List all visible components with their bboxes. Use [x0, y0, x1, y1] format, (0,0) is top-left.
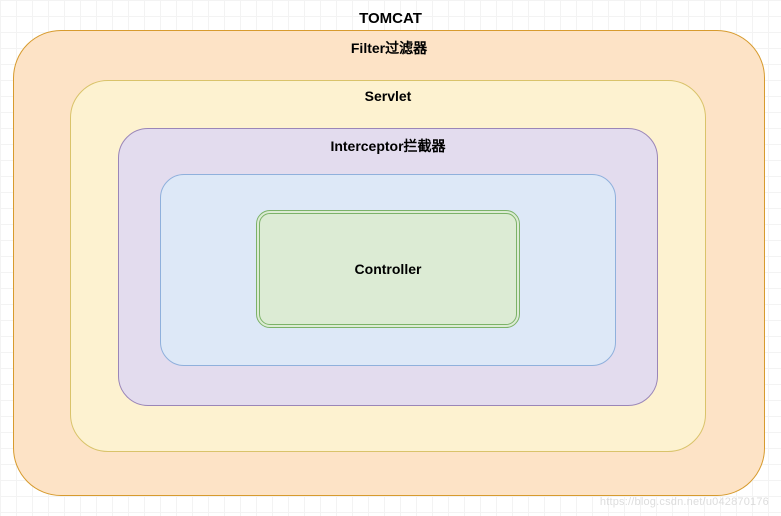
layer-label-servlet: Servlet [365, 88, 412, 104]
diagram-title: TOMCAT [359, 10, 422, 27]
watermark-text: https://blog.csdn.net/u042870176 [600, 496, 769, 508]
layer-label-interceptor: Interceptor拦截器 [330, 136, 445, 156]
layer-label-filter: Filter过滤器 [351, 38, 427, 58]
layer-label-controller: Controller [355, 261, 422, 277]
